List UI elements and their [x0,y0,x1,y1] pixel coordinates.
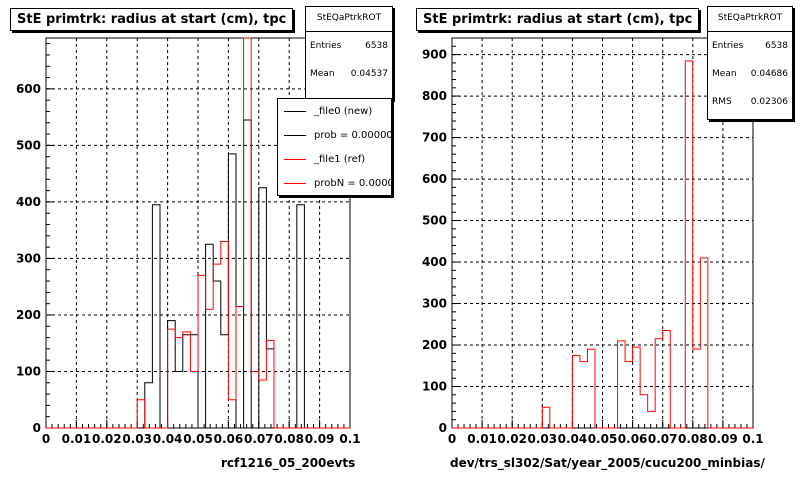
left-stats-row-mean: Mean 0.04537 [306,60,392,88]
right-stats-mean-value: 0.04686 [750,69,788,79]
legend-label-prob: prob = 0.000000 [314,129,392,141]
left-y-tick-label: 0 [33,421,41,435]
legend-label-file1: _file1 (ref) [314,153,366,165]
right-y-tick-label: 200 [422,338,447,352]
left-stats-mean-label: Mean [310,69,335,79]
left-x-tick-label: 0.06 [214,432,244,446]
left-x-tick-label: 0.07 [244,432,274,446]
right-stats-row-rms: RMS 0.02306 [708,88,792,116]
left-x-tick-label: 0.04 [153,432,183,446]
legend-entry-file1: _file1 (ref) [278,147,391,171]
left-x-tick-label: 0.01 [62,432,92,446]
left-y-tick-label: 300 [16,251,41,265]
left-x-tick-label: 0.09 [305,432,335,446]
right-y-tick-label: 600 [422,172,447,186]
right-stats-entries-label: Entries [712,41,744,51]
left-stats-row-entries: Entries 6538 [306,32,392,60]
right-y-tick-label: 700 [422,131,447,145]
left-x-tick-label: 0.03 [122,432,152,446]
legend-entry-probn: probN = 0.000000 [278,171,391,195]
left-x-axis-label: rcf1216_05_200evts [221,456,356,470]
right-x-tick-label: 0.1 [742,432,763,446]
legend-swatch-file1 [284,158,306,160]
right-x-tick-label: 0.08 [678,432,708,446]
right-y-tick-label: 100 [422,380,447,394]
left-y-tick-label: 100 [16,364,41,378]
left-x-tick-label: 0.1 [339,432,360,446]
left-x-tick-label: 0.02 [92,432,122,446]
right-y-tick-label: 300 [422,297,447,311]
left-stats-box: StEQaPtrkROT Entries 6538 Mean 0.04537 [305,6,393,100]
right-stats-mean-label: Mean [712,69,737,79]
right-x-tick-label: 0 [448,432,456,446]
right-stats-row-entries: Entries 6538 [708,32,792,60]
right-stats-row-mean: Mean 0.04686 [708,60,792,88]
right-y-tick-label: 0 [439,421,447,435]
right-y-tick-label: 400 [422,255,447,269]
right-series-ref-line [452,60,753,429]
right-stats-rms-label: RMS [712,97,732,107]
left-x-tick-label: 0 [42,432,50,446]
left-stats-entries-value: 6538 [365,41,388,51]
right-x-tick-label: 0.02 [497,432,527,446]
right-stats-rms-value: 0.02306 [750,97,788,107]
left-chart-title: StE primtrk: radius at start (cm), tpc [10,8,294,31]
left-stats-entries-label: Entries [310,41,342,51]
left-series-ref-line [46,37,350,429]
legend-entry-file0: _file0 (new) [278,99,391,123]
legend-swatch-probn [284,182,306,184]
left-y-tick-label: 600 [16,82,41,96]
right-x-tick-label: 0.01 [467,432,497,446]
legend-swatch-prob [284,134,306,136]
legend-label-probn: probN = 0.000000 [314,177,391,189]
left-y-tick-label: 200 [16,308,41,322]
right-x-tick-label: 0.09 [708,432,738,446]
left-legend: _file0 (new) prob = 0.000000 _file1 (ref… [277,98,392,196]
legend-swatch-file0 [284,110,306,112]
right-x-tick-label: 0.03 [527,432,557,446]
left-stats-mean-value: 0.04537 [350,69,388,79]
left-x-tick-label: 0.05 [183,432,213,446]
right-x-tick-label: 0.07 [648,432,678,446]
left-y-tick-label: 500 [16,138,41,152]
left-stats-name: StEQaPtrkROT [306,7,392,32]
right-x-axis-label: dev/trs_sl302/Sat/year_2005/cucu200_minb… [450,456,765,470]
right-y-tick-label: 900 [422,48,447,62]
right-y-tick-label: 500 [422,214,447,228]
right-x-tick-label: 0.06 [618,432,648,446]
right-stats-name: StEQaPtrkROT [708,7,792,32]
left-y-tick-label: 400 [16,195,41,209]
right-chart-title: StE primtrk: radius at start (cm), tpc [416,8,700,31]
right-y-tick-label: 800 [422,89,447,103]
left-x-tick-label: 0.08 [274,432,304,446]
right-stats-entries-value: 6538 [765,41,788,51]
right-stats-box: StEQaPtrkROT Entries 6538 Mean 0.04686 R… [707,6,793,120]
legend-label-file0: _file0 (new) [314,105,373,117]
legend-entry-prob: prob = 0.000000 [278,123,391,147]
right-x-tick-label: 0.04 [558,432,588,446]
right-x-tick-label: 0.05 [588,432,618,446]
